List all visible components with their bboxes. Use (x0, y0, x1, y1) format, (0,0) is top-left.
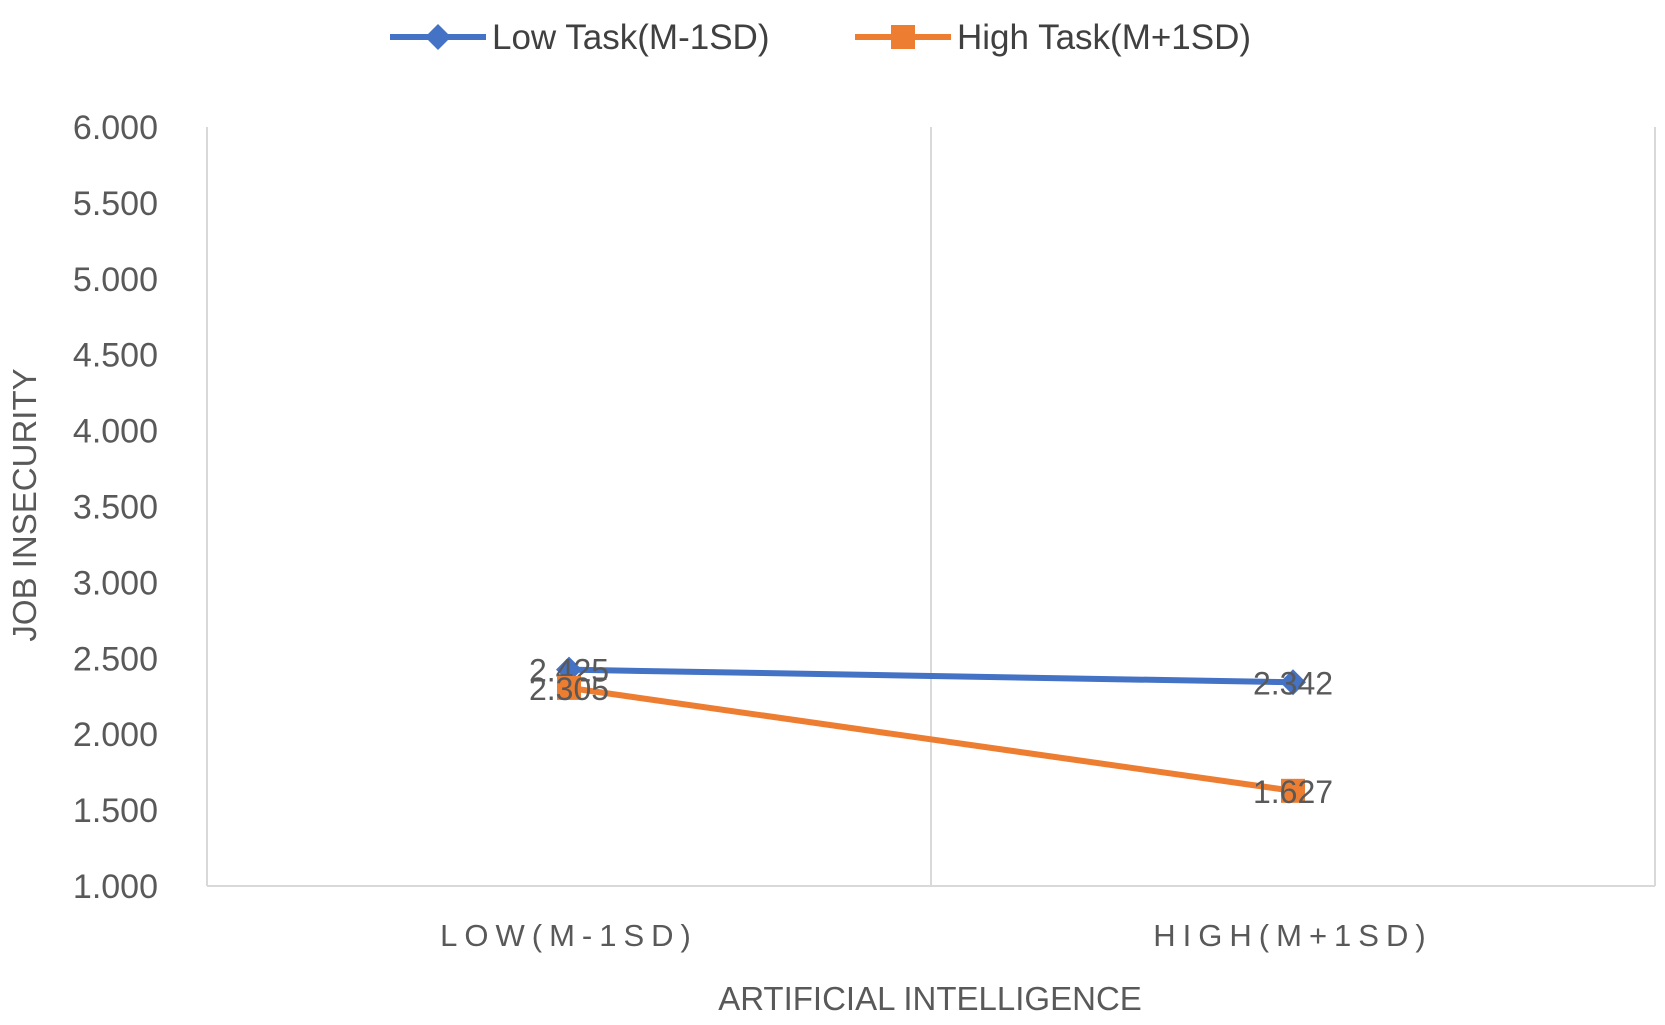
square-marker (557, 675, 581, 700)
y-tick-label: 1.500 (73, 792, 158, 830)
y-tick-label: 2.500 (73, 640, 158, 678)
legend-label: Low Task(M-1SD) (492, 18, 769, 57)
data-label: 1.627 (1253, 774, 1333, 810)
y-axis-ticks: 1.000 1.500 2.000 2.500 3.000 3.500 4.000 4.500… (73, 109, 158, 906)
data-label: 2.342 (1253, 665, 1333, 701)
square-marker (891, 25, 915, 49)
data-label: 2.305 (529, 671, 609, 707)
y-tick-label: 3.500 (73, 489, 158, 527)
diamond-marker (1280, 669, 1306, 696)
y-tick-label: 6.000 (73, 109, 158, 147)
legend-item: High Task(M+1SD) (855, 18, 1251, 57)
series-line (568, 684, 1294, 794)
diamond-marker (425, 24, 451, 50)
y-tick-label: 4.000 (73, 413, 158, 451)
y-tick-label: 5.000 (73, 261, 158, 299)
series-low-task: 2.425 2.342 (529, 653, 1333, 702)
y-tick-label: 1.000 (73, 868, 158, 906)
plot-area (206, 127, 1656, 887)
x-axis-title: ARTIFICIAL INTELLIGENCE (718, 980, 1142, 1017)
legend: Low Task(M-1SD) High Task(M+1SD) (390, 18, 1251, 57)
y-axis-title: JOB INSECURITY (6, 368, 43, 641)
y-tick-label: 2.000 (73, 716, 158, 754)
x-tick-label: LOW(M-1SD) (440, 918, 698, 953)
legend-item: Low Task(M-1SD) (390, 18, 769, 57)
x-axis-ticks: LOW(M-1SD) HIGH(M+1SD) (440, 918, 1432, 953)
series-high-task: 2.305 1.627 (529, 671, 1333, 810)
series-line (568, 666, 1294, 686)
y-tick-label: 3.000 (73, 564, 158, 602)
square-marker (1281, 778, 1305, 803)
y-tick-label: 5.500 (73, 185, 158, 223)
x-tick-label: HIGH(M+1SD) (1153, 918, 1432, 953)
y-tick-label: 4.500 (73, 337, 158, 375)
legend-label: High Task(M+1SD) (957, 18, 1251, 57)
